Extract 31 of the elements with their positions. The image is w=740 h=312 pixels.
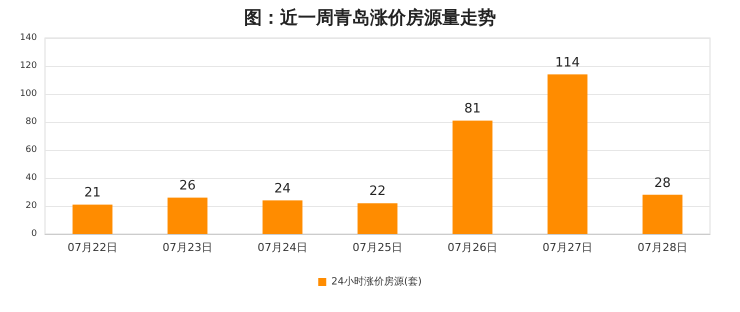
bar [452,120,492,234]
bar [72,204,112,234]
bar [358,203,398,234]
y-tick-label: 80 [26,117,38,127]
data-label: 26 [179,178,196,194]
x-tick-label: 07月24日 [258,241,308,254]
chart-title: 图：近一周青岛涨价房源量走势 [244,8,496,28]
data-label: 28 [654,176,671,191]
y-tick-label: 60 [26,145,38,155]
data-label: 114 [555,55,580,70]
x-tick-label: 07月28日 [638,241,688,254]
legend-label: 24小时涨价房源(套) [331,276,422,288]
x-tick-label: 07月25日 [352,241,402,254]
y-tick-label: 140 [20,33,38,43]
data-label: 81 [464,102,481,117]
x-tick-label: 07月22日 [68,241,118,254]
x-tick-label: 07月26日 [448,241,498,254]
bar [262,200,302,234]
data-label: 22 [369,184,386,200]
bar [642,194,682,234]
bar [168,198,208,234]
y-tick-label: 40 [26,173,38,183]
y-tick-label: 20 [26,201,38,211]
y-tick-label: 120 [20,61,38,71]
y-tick-label: 0 [31,229,38,239]
bar [548,74,588,234]
data-label: 24 [274,181,291,196]
y-tick-label: 100 [20,89,38,99]
x-tick-label: 07月23日 [162,241,212,254]
data-label: 21 [84,186,101,201]
x-tick-label: 07月27日 [542,241,592,254]
